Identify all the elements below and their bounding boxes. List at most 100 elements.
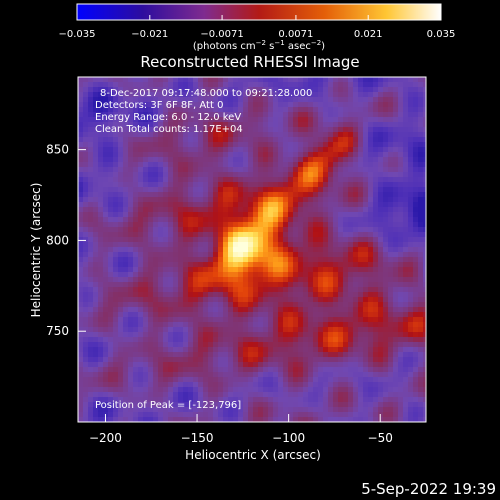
heatmap-cell — [123, 177, 129, 183]
heatmap-cell — [248, 112, 254, 118]
heatmap-cell — [378, 317, 384, 323]
heatmap-cell — [133, 212, 139, 218]
heatmap-cell — [118, 367, 124, 373]
heatmap-cell — [103, 172, 109, 178]
heatmap-cell — [323, 322, 329, 328]
heatmap-cell — [418, 232, 424, 238]
heatmap-cell — [183, 202, 189, 208]
heatmap-cell — [248, 252, 254, 258]
heatmap-cell — [323, 277, 329, 283]
heatmap-cell — [193, 137, 199, 143]
heatmap-cell — [328, 177, 334, 183]
heatmap-cell — [228, 187, 234, 193]
heatmap-cell — [328, 77, 334, 83]
heatmap-cell — [233, 152, 239, 158]
heatmap-cell — [108, 417, 114, 422]
heatmap-cell — [168, 147, 174, 153]
heatmap-cell — [98, 82, 104, 88]
heatmap-cell — [258, 112, 264, 118]
heatmap-cell — [303, 167, 309, 173]
heatmap-cell — [338, 187, 344, 193]
heatmap-cell — [348, 327, 354, 333]
heatmap-cell — [128, 387, 134, 393]
heatmap-cell — [343, 117, 349, 123]
colorbar-tick-label: 0.0071 — [278, 29, 313, 40]
heatmap-cell — [283, 102, 289, 108]
heatmap-cell — [228, 252, 234, 258]
heatmap-cell — [173, 162, 179, 168]
heatmap-cell — [128, 157, 134, 163]
heatmap-cell — [223, 162, 229, 168]
heatmap-cell — [88, 97, 94, 103]
heatmap-cell — [153, 122, 159, 128]
heatmap-cell — [323, 337, 329, 343]
heatmap-cell — [408, 372, 414, 378]
heatmap-cell — [393, 142, 399, 148]
heatmap-cell — [263, 232, 269, 238]
heatmap-cell — [218, 377, 224, 383]
heatmap-cell — [353, 107, 359, 113]
heatmap-cell — [153, 287, 159, 293]
heatmap-cell — [413, 397, 419, 403]
heatmap-cell — [273, 342, 279, 348]
heatmap-cell — [273, 372, 279, 378]
heatmap-cell — [158, 292, 164, 298]
heatmap-cell — [103, 342, 109, 348]
heatmap-cell — [378, 282, 384, 288]
heatmap-cell — [253, 162, 259, 168]
heatmap-cell — [363, 207, 369, 213]
heatmap-cell — [128, 257, 134, 263]
heatmap-cell — [193, 282, 199, 288]
heatmap-cell — [98, 287, 104, 293]
heatmap-cell — [423, 202, 426, 208]
heatmap-cell — [108, 142, 114, 148]
heatmap-cell — [358, 242, 364, 248]
heatmap-cell — [133, 242, 139, 248]
heatmap-cell — [283, 357, 289, 363]
heatmap-cell — [118, 252, 124, 258]
heatmap-cell — [123, 122, 129, 128]
heatmap-cell — [203, 347, 209, 353]
heatmap-cell — [158, 312, 164, 318]
heatmap-cell — [413, 102, 419, 108]
heatmap-cell — [383, 402, 389, 408]
heatmap-cell — [223, 247, 229, 253]
heatmap-cell — [188, 137, 194, 143]
heatmap-cell — [373, 267, 379, 273]
heatmap-cell — [83, 227, 89, 233]
heatmap-cell — [138, 222, 144, 228]
heatmap-cell — [403, 92, 409, 98]
heatmap-cell — [273, 77, 279, 83]
heatmap-cell — [318, 132, 324, 138]
heatmap-cell — [398, 242, 404, 248]
heatmap-cell — [223, 107, 229, 113]
heatmap-cell — [383, 387, 389, 393]
heatmap-cell — [313, 177, 319, 183]
heatmap-cell — [353, 227, 359, 233]
heatmap-cell — [258, 342, 264, 348]
heatmap-cell — [268, 407, 274, 413]
heatmap-cell — [373, 292, 379, 298]
heatmap-cell — [148, 352, 154, 358]
heatmap-cell — [283, 172, 289, 178]
heatmap-cell — [398, 152, 404, 158]
heatmap-cell — [143, 242, 149, 248]
heatmap-cell — [223, 282, 229, 288]
heatmap-cell — [83, 252, 89, 258]
heatmap-cell — [198, 87, 204, 93]
heatmap-cell — [253, 227, 259, 233]
heatmap-cell — [353, 297, 359, 303]
heatmap-cell — [278, 392, 284, 398]
heatmap-cell — [338, 292, 344, 298]
heatmap-cell — [418, 402, 424, 408]
heatmap-cell — [203, 202, 209, 208]
heatmap-cell — [308, 287, 314, 293]
heatmap-cell — [88, 337, 94, 343]
heatmap-cell — [288, 302, 294, 308]
heatmap-cell — [233, 227, 239, 233]
heatmap-cell — [218, 332, 224, 338]
heatmap-cell — [183, 162, 189, 168]
heatmap-cell — [153, 117, 159, 123]
heatmap-cell — [223, 297, 229, 303]
heatmap-cell — [213, 222, 219, 228]
